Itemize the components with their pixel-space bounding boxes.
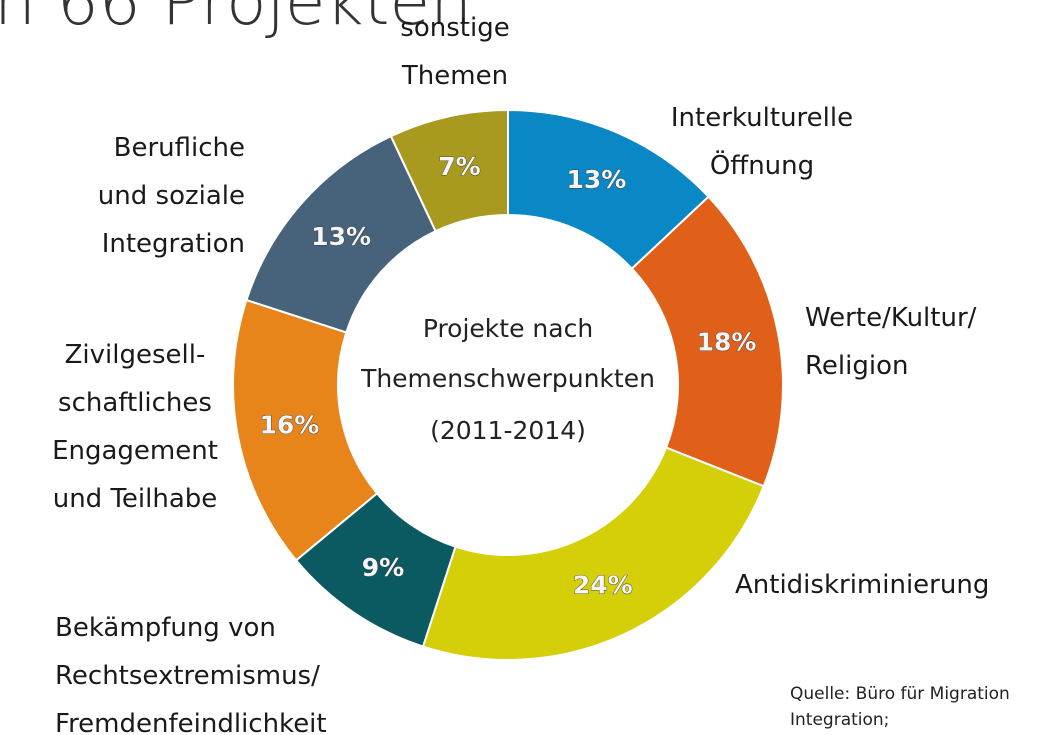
source: Integration;	[790, 710, 889, 730]
value-label: 9%	[362, 553, 404, 582]
label-line: Antidiskriminierung	[735, 570, 989, 600]
source: Quelle: Büro für Migration	[790, 684, 1010, 704]
value-label: 7%	[438, 152, 480, 181]
label-line: sonstige	[400, 13, 509, 43]
label-line: und soziale	[98, 181, 245, 211]
label-line: Werte/Kultur/	[805, 303, 977, 333]
value-label: 13%	[566, 165, 626, 194]
value-label: 13%	[311, 222, 371, 251]
center-text: (2011-2014)	[430, 416, 586, 445]
value-label: 24%	[573, 570, 633, 599]
label-line: schaftliches	[58, 388, 212, 418]
value-label: 16%	[260, 411, 320, 440]
center-text: Themenschwerpunkten	[360, 364, 655, 393]
category-label: sonstige Themen	[400, 13, 509, 91]
label-line: Integration	[102, 229, 245, 259]
label-line: Fremdenfeindlichkeit	[55, 709, 327, 735]
category-label: Werte/Kultur/Religion	[805, 303, 977, 381]
category-label: Bekämpfung von Rechtsextremismus/Fremdenf…	[55, 613, 327, 735]
label-line: Zivilgesell-	[65, 340, 206, 370]
label-line: Engagement	[52, 436, 218, 466]
chart-title: n 66 Projekten	[0, 0, 472, 40]
label-line: Themen	[401, 61, 508, 91]
category-label: Berufliche und soziale Integration	[98, 133, 245, 259]
category-label: Antidiskriminierung	[735, 570, 989, 600]
donut-segment	[389, 108, 509, 233]
category-label: Zivilgesell-schaftliches Engagement und Te…	[52, 340, 218, 514]
label-line: Öffnung	[710, 149, 814, 181]
category-label: Interkulturelle Öffnung	[671, 103, 853, 181]
label-line: Rechtsextremismus/	[55, 661, 320, 691]
label-line: Religion	[805, 351, 908, 381]
donut-segment	[630, 195, 784, 488]
label-line: Bekämpfung von	[55, 613, 276, 643]
donut-segment	[421, 446, 765, 661]
center-text: Projekte nach	[423, 314, 593, 343]
label-line: Interkulturelle	[671, 103, 853, 133]
label-line: Berufliche	[114, 133, 245, 163]
label-line: und Teilhabe	[53, 484, 218, 514]
value-label: 18%	[697, 327, 757, 356]
donut-segment	[232, 298, 379, 562]
